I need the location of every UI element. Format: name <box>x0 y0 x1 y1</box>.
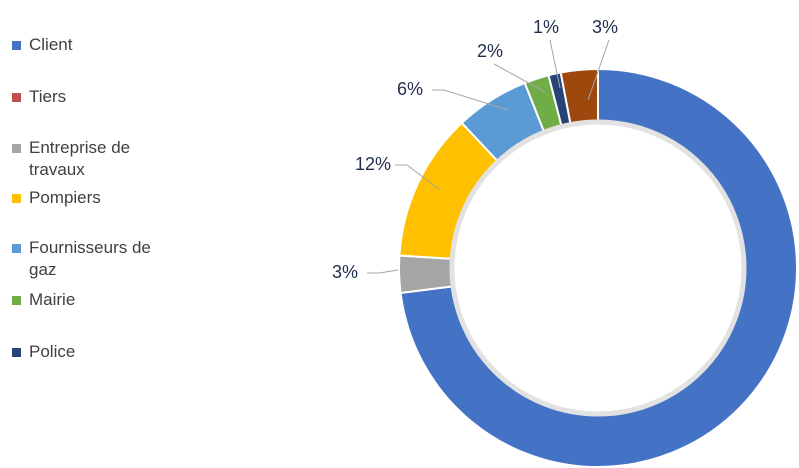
legend-swatch <box>12 348 21 357</box>
legend-item: Entreprise de travaux <box>12 137 182 181</box>
legend-swatch <box>12 296 21 305</box>
data-label: 3% <box>332 262 358 282</box>
leader-line <box>432 89 509 111</box>
leader-line <box>587 39 610 101</box>
legend-label: Police <box>29 342 76 361</box>
legend-label: Mairie <box>29 290 76 309</box>
data-label: 73% <box>752 415 788 435</box>
legend-swatch <box>12 194 21 203</box>
legend-item: Pompiers <box>12 187 182 209</box>
leader-line <box>395 164 441 191</box>
leader-line <box>367 269 399 274</box>
leader-line <box>549 39 561 89</box>
donut-hole <box>449 119 747 417</box>
legend-item: Client <box>12 34 182 56</box>
legend-label: Fournisseurs de gaz <box>29 238 151 279</box>
legend-swatch <box>12 244 21 253</box>
legend-item: Mairie <box>12 289 182 311</box>
legend-label: Entreprise de travaux <box>29 138 131 179</box>
legend-swatch <box>12 144 21 153</box>
data-label: 6% <box>397 79 423 99</box>
legend-swatch <box>12 93 21 102</box>
legend-label: Client <box>29 35 73 54</box>
leader-line <box>493 63 546 93</box>
data-label: 12% <box>355 154 391 174</box>
legend-label: Pompiers <box>29 188 101 207</box>
data-label: 1% <box>533 17 559 37</box>
legend-swatch <box>12 41 21 50</box>
donut-slice <box>398 254 454 295</box>
legend-item: Tiers <box>12 86 182 108</box>
legend-item: Police <box>12 341 182 363</box>
data-label: 2% <box>477 41 503 61</box>
legend-label: Tiers <box>29 87 67 106</box>
data-label: 3% <box>592 17 618 37</box>
legend-item: Fournisseurs de gaz <box>12 237 182 281</box>
